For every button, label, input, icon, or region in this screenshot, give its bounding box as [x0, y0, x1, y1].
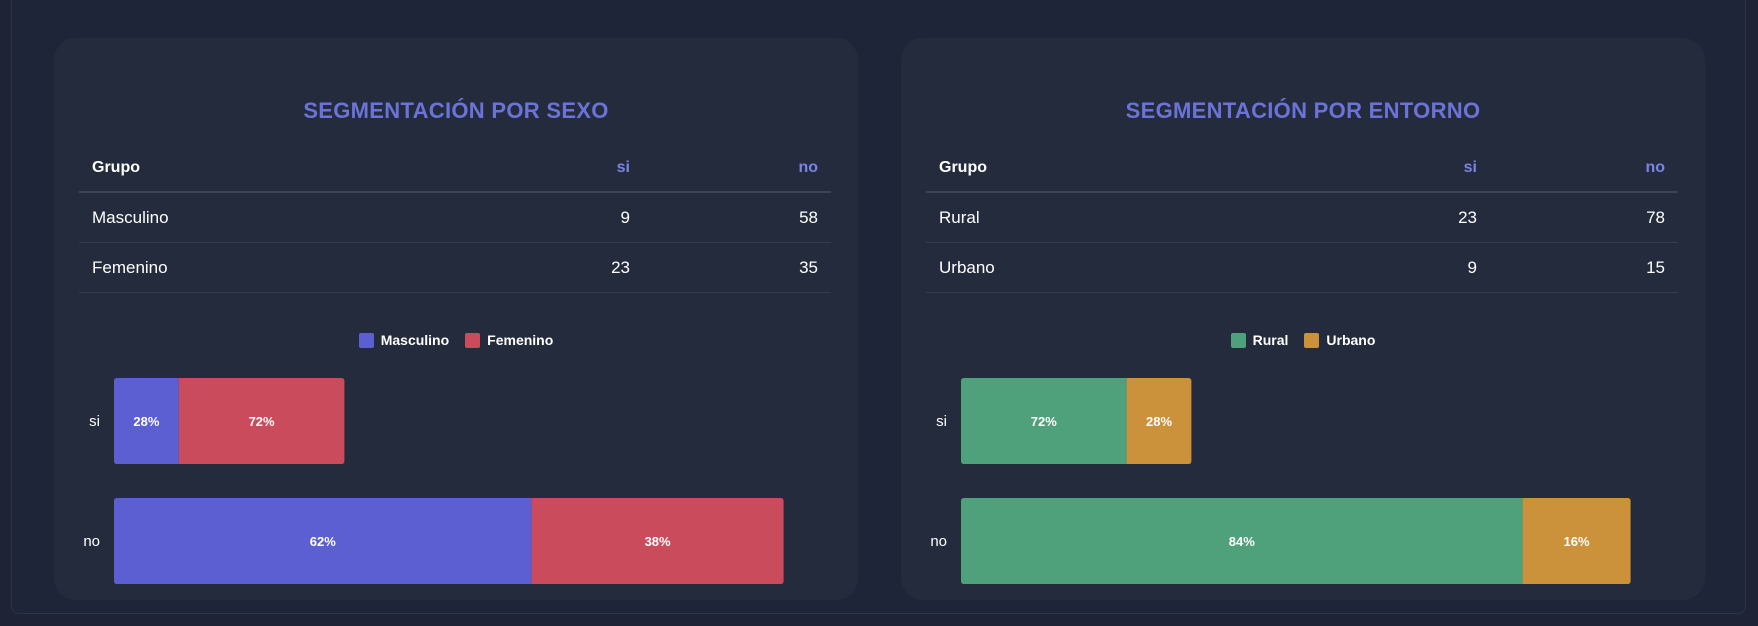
cell-no: 58 [643, 192, 831, 243]
bar-masculino-no[interactable] [114, 498, 532, 584]
stacked-bar-chart: si 72% 28% no 84% 16% [930, 378, 1631, 584]
bar-label-masculino-si: 28% [133, 414, 159, 429]
cell-grupo: Femenino [79, 242, 493, 293]
legend-swatch-masculino [358, 332, 374, 348]
table-row: Rural 23 78 [926, 192, 1678, 243]
segmentation-table: Grupo si no Masculino 9 58 Femenino 23 3… [79, 145, 831, 293]
bar-femenino-si[interactable] [178, 378, 345, 464]
legend-swatch-urbano [1304, 332, 1320, 348]
bar-label-rural-si: 72% [1031, 414, 1057, 429]
chart-legend: Masculino Femenino [54, 332, 858, 348]
panel-entorno: SEGMENTACIÓN POR ENTORNO Grupo si no Rur… [901, 38, 1705, 600]
cell-grupo: Urbano [926, 242, 1340, 293]
y-tick-label-si: si [89, 413, 100, 430]
cell-si: 23 [1340, 192, 1490, 243]
cell-no: 78 [1490, 192, 1678, 243]
column-header-grupo[interactable]: Grupo [79, 145, 493, 193]
legend-item-urbano[interactable]: Urbano [1304, 332, 1375, 348]
bar-rural-si[interactable] [961, 378, 1127, 464]
cell-grupo: Masculino [79, 192, 493, 243]
bar-urbano-si[interactable] [1126, 378, 1192, 464]
cell-si: 9 [493, 192, 643, 243]
segmentation-table: Grupo si no Rural 23 78 Urbano 9 15 [926, 145, 1678, 293]
table-row: Urbano 9 15 [926, 242, 1678, 293]
bar-label-femenino-no: 38% [645, 534, 671, 549]
legend-swatch-rural [1230, 332, 1246, 348]
table-header-row: Grupo si no [79, 145, 831, 193]
bar-urbano-no[interactable] [1522, 498, 1631, 584]
y-tick-label-no: no [83, 533, 100, 550]
bar-rural-no[interactable] [961, 498, 1523, 584]
cell-no: 35 [643, 242, 831, 293]
panel-sexo: SEGMENTACIÓN POR SEXO Grupo si no Mascul… [54, 38, 858, 600]
bar-masculino-si[interactable] [114, 378, 179, 464]
cell-grupo: Rural [926, 192, 1340, 243]
cell-no: 15 [1490, 242, 1678, 293]
bar-label-femenino-si: 72% [249, 414, 275, 429]
table-header-row: Grupo si no [926, 145, 1678, 193]
table-row: Femenino 23 35 [79, 242, 831, 293]
cell-si: 9 [1340, 242, 1490, 293]
panel-title: SEGMENTACIÓN POR ENTORNO [1125, 98, 1481, 123]
bar-femenino-no[interactable] [531, 498, 784, 584]
bar-label-rural-no: 84% [1229, 534, 1255, 549]
legend-swatch-femenino [465, 332, 481, 348]
table-row: Masculino 9 58 [79, 192, 831, 243]
stacked-bar-chart: si 28% 72% no 62% 38% [83, 378, 784, 584]
legend-label: Rural [1252, 332, 1289, 348]
chart-legend: Rural Urbano [901, 332, 1705, 348]
column-header-grupo[interactable]: Grupo [926, 145, 1340, 193]
legend-label: Urbano [1326, 332, 1376, 348]
bar-label-masculino-no: 62% [310, 534, 336, 549]
legend-item-rural[interactable]: Rural [1230, 332, 1289, 348]
column-header-no[interactable]: no [643, 145, 831, 193]
bar-label-urbano-no: 16% [1564, 534, 1590, 549]
legend-label: Femenino [487, 332, 554, 348]
legend-item-masculino[interactable]: Masculino [358, 332, 450, 348]
y-tick-label-no: no [930, 533, 947, 550]
y-tick-label-si: si [936, 413, 947, 430]
column-header-si[interactable]: si [1340, 145, 1490, 193]
legend-label: Masculino [380, 332, 450, 348]
panel-title: SEGMENTACIÓN POR SEXO [303, 98, 609, 123]
legend-item-femenino[interactable]: Femenino [465, 332, 553, 348]
bar-label-urbano-si: 28% [1146, 414, 1172, 429]
column-header-si[interactable]: si [493, 145, 643, 193]
column-header-no[interactable]: no [1490, 145, 1678, 193]
cell-si: 23 [493, 242, 643, 293]
